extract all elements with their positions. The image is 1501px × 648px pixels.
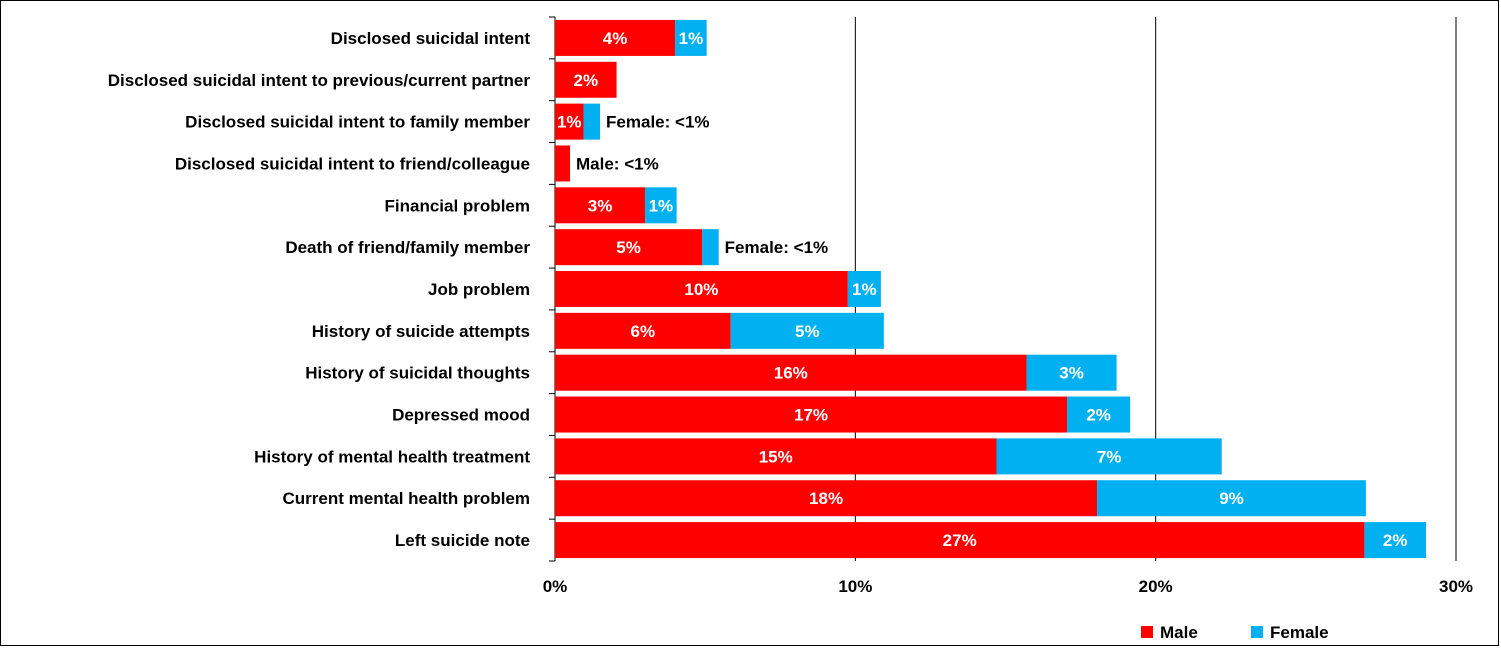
bar-male bbox=[555, 522, 1365, 559]
x-tick-label: 0% bbox=[543, 577, 568, 596]
bar-value-label: 15% bbox=[759, 447, 793, 466]
bar-value-label: 2% bbox=[573, 71, 598, 90]
bar-value-label: 27% bbox=[943, 531, 977, 550]
bar-value-label: 18% bbox=[809, 489, 843, 508]
bar-male bbox=[555, 396, 1068, 433]
bar-male bbox=[555, 187, 646, 224]
bar-male bbox=[555, 103, 584, 140]
bar-female bbox=[1097, 480, 1366, 517]
bar-value-label: 2% bbox=[1383, 531, 1408, 550]
category-label: Disclosed suicidal intent bbox=[331, 29, 531, 48]
bar-value-label: 9% bbox=[1219, 489, 1244, 508]
category-label: History of mental health treatment bbox=[254, 447, 530, 466]
bar-value-label: 10% bbox=[684, 280, 718, 299]
bar-value-label: 17% bbox=[794, 406, 828, 425]
bar-value-label: 16% bbox=[774, 364, 808, 383]
category-labels: Disclosed suicidal intent Disclosed suici… bbox=[108, 29, 531, 550]
category-label: History of suicidal thoughts bbox=[305, 364, 530, 383]
x-tick-label: 30% bbox=[1439, 577, 1473, 596]
x-tick-labels: 0% 10% 20% 30% bbox=[543, 577, 1473, 596]
bar-male bbox=[555, 229, 703, 266]
bar-value-label: 6% bbox=[631, 322, 656, 341]
legend-swatch-female bbox=[1251, 626, 1263, 638]
category-label: Depressed mood bbox=[392, 406, 530, 425]
bar-annotation: Female: <1% bbox=[725, 238, 828, 257]
category-label: History of suicide attempts bbox=[312, 322, 530, 341]
category-label: Financial problem bbox=[385, 196, 530, 215]
bar-value-label: 1% bbox=[852, 280, 877, 299]
bar-female bbox=[1364, 522, 1426, 559]
legend-label-male: Male bbox=[1160, 623, 1198, 642]
bar-male bbox=[555, 61, 617, 98]
bar-female bbox=[1067, 396, 1131, 433]
bar-female bbox=[583, 103, 601, 140]
bar-value-label: 4% bbox=[603, 29, 628, 48]
category-label: Disclosed suicidal intent to previous/cu… bbox=[108, 71, 531, 90]
bar-male bbox=[555, 354, 1027, 391]
bar-value-label: 3% bbox=[588, 196, 613, 215]
bar-male bbox=[555, 271, 848, 307]
category-label: Job problem bbox=[428, 280, 530, 299]
legend-label-female: Female bbox=[1270, 623, 1329, 642]
x-tick-label: 20% bbox=[1139, 577, 1173, 596]
bar-annotation: Female: <1% bbox=[606, 113, 709, 132]
legend: Male Female bbox=[1141, 623, 1329, 642]
bar-male bbox=[555, 312, 731, 349]
category-label: Current mental health problem bbox=[283, 489, 530, 508]
bar-value-label: 1% bbox=[649, 196, 674, 215]
bar-value-label: 1% bbox=[679, 29, 704, 48]
bar-female bbox=[847, 271, 881, 307]
category-label: Death of friend/family member bbox=[285, 238, 530, 257]
bar-female bbox=[675, 19, 707, 56]
bar-male bbox=[555, 19, 676, 56]
bar-value-label: 1% bbox=[557, 113, 582, 132]
bar-value-label: 7% bbox=[1097, 447, 1122, 466]
bar-female bbox=[645, 187, 677, 224]
bar-value-label: 5% bbox=[795, 322, 820, 341]
bar-annotation: Male: <1% bbox=[576, 154, 659, 173]
category-label: Left suicide note bbox=[395, 531, 530, 550]
bar-value-label: 2% bbox=[1086, 406, 1111, 425]
x-tick-label: 10% bbox=[838, 577, 872, 596]
category-label: Disclosed suicidal intent to family memb… bbox=[185, 113, 530, 132]
bar-female bbox=[730, 312, 884, 349]
data-labels: 4% 1% 2% 1% 3% 1% 5% 10% 1% 6% 5% 16% 3% 17% 2% 15% 7% 18… bbox=[557, 29, 1407, 550]
legend-swatch-male bbox=[1141, 626, 1153, 638]
bar-female bbox=[702, 229, 719, 266]
bar-male bbox=[555, 480, 1098, 517]
category-label: Disclosed suicidal intent to friend/coll… bbox=[175, 154, 530, 173]
bar-male bbox=[555, 438, 997, 475]
bars bbox=[555, 19, 1426, 559]
bar-male bbox=[555, 145, 571, 182]
bar-female bbox=[996, 438, 1222, 475]
bar-female bbox=[1026, 354, 1117, 391]
bar-value-label: 3% bbox=[1059, 364, 1084, 383]
bar-value-label: 5% bbox=[616, 238, 641, 257]
